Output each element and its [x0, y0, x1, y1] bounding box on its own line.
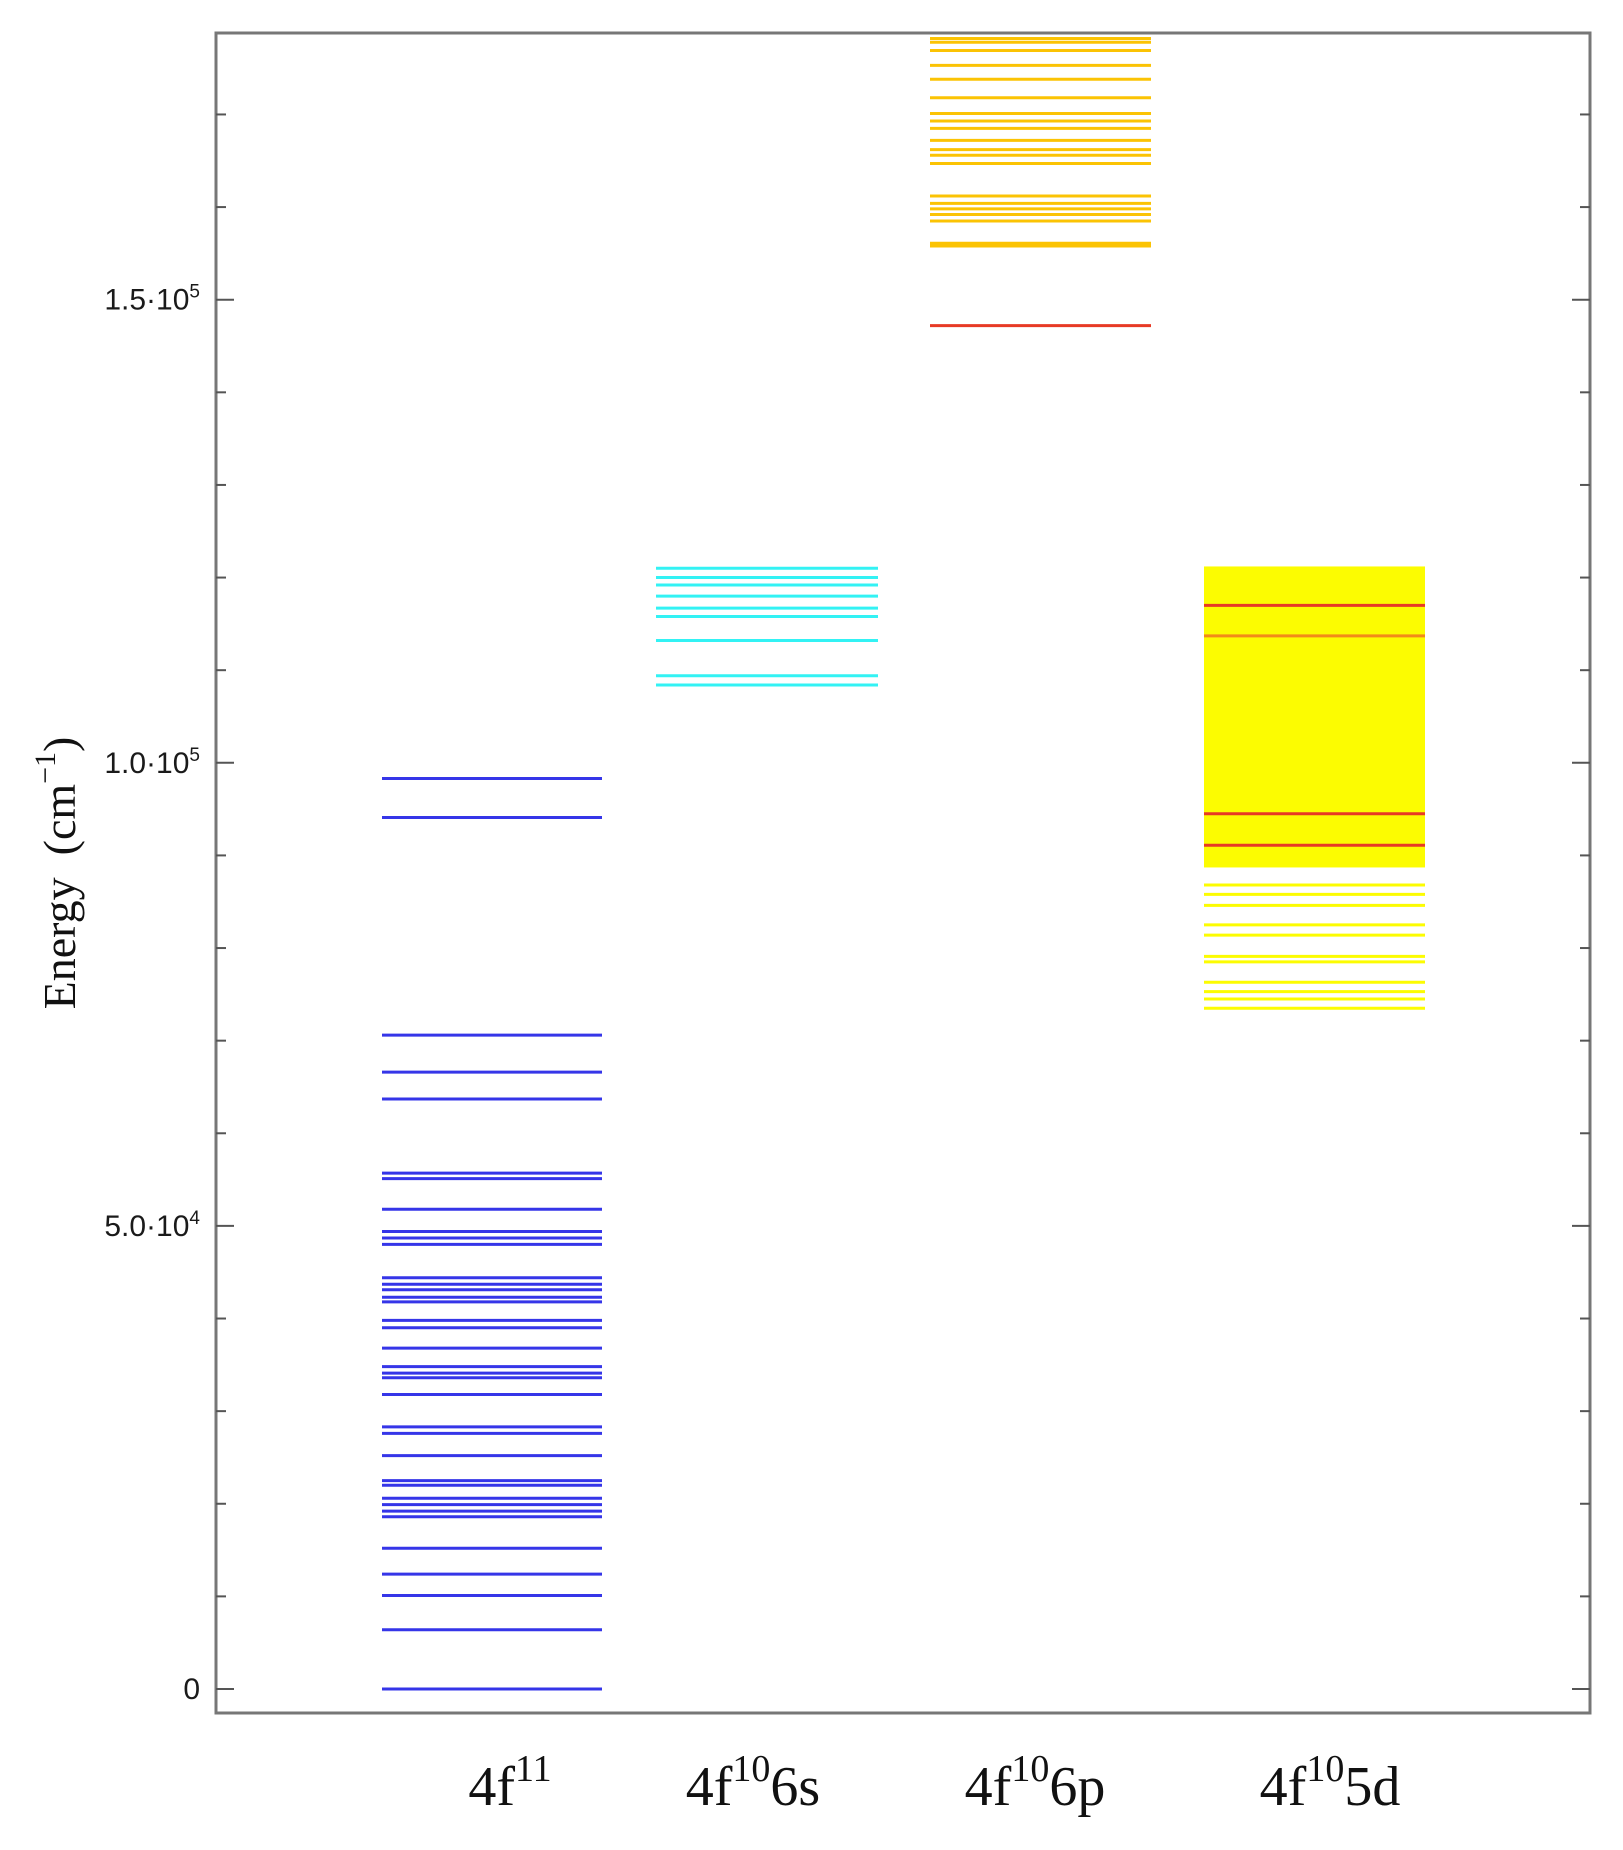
y-tick-label: 1.5·105	[104, 282, 200, 317]
y-tick-label: 5.0·104	[104, 1208, 200, 1243]
category-labels-group: 4f11 4f106s 4f106p 4f105d	[468, 1748, 1400, 1818]
category-label: 4f106s	[686, 1748, 820, 1818]
plot-frame	[214, 31, 1592, 1715]
category-label-tail: 6p	[1049, 1756, 1105, 1818]
band-group	[1204, 566, 1425, 868]
y-tick-label: 0	[183, 1673, 200, 1706]
y-tick-exponent: 5	[189, 282, 200, 303]
y-tick-label: 1.0·105	[104, 745, 200, 780]
category-label-sup: 10	[1011, 1748, 1049, 1790]
y-axis-label-unit: (cm	[34, 784, 85, 856]
y-tick-mantissa: 5.0·10	[104, 1210, 189, 1243]
y-axis-label-text: Energy	[34, 877, 85, 1009]
category-label: 4f105d	[1260, 1748, 1401, 1818]
category-label-base: 4f	[686, 1756, 733, 1818]
y-axis-label-unit-exp: −1	[29, 752, 62, 784]
category-label-sup: 10	[1306, 1748, 1344, 1790]
category-label-tail: 6s	[770, 1756, 820, 1818]
y-axis-label: Energy (cm−1)	[29, 737, 85, 1010]
category-label-tail: 5d	[1344, 1756, 1400, 1818]
category-label-sup: 10	[732, 1748, 770, 1790]
level-band-4	[1204, 566, 1425, 868]
category-label: 4f106p	[965, 1748, 1106, 1818]
category-label-base: 4f	[965, 1756, 1012, 1818]
y-tick-exponent: 5	[189, 745, 200, 766]
level-lines-group	[382, 37, 1425, 1691]
category-label-base: 4f	[468, 1756, 515, 1818]
y-tick-mantissa: 1.5·10	[104, 284, 189, 317]
category-label-sup: 11	[515, 1748, 552, 1790]
y-tick-exponent: 4	[189, 1208, 200, 1229]
category-label-base: 4f	[1260, 1756, 1307, 1818]
y-tick-mantissa: 1.0·10	[104, 747, 189, 780]
y-tick-mantissa: 0	[183, 1673, 200, 1706]
category-label: 4f11	[468, 1748, 551, 1818]
y-axis-label-unit-close: )	[34, 737, 85, 752]
